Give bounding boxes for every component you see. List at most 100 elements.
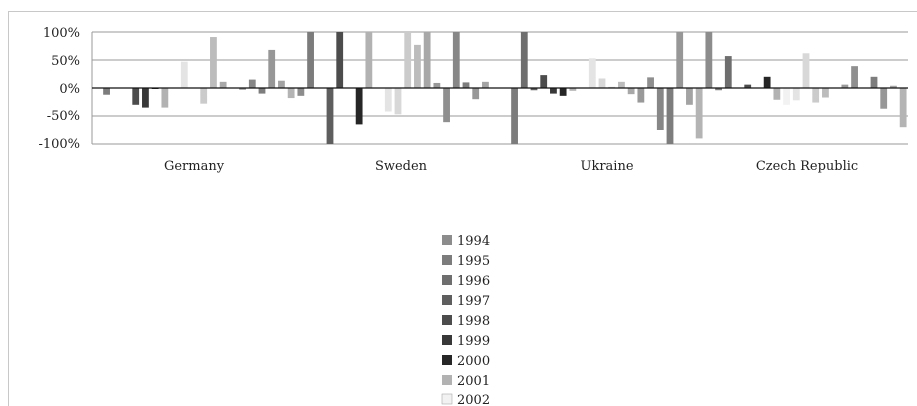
bar: [890, 85, 897, 88]
bar: [618, 81, 625, 88]
y-tick-label: 0%: [59, 82, 80, 97]
legend-label: 1997: [457, 294, 490, 309]
bar: [550, 88, 557, 94]
bar: [540, 75, 548, 88]
legend-label: 1999: [457, 334, 490, 349]
y-tick-label: 100%: [43, 26, 80, 41]
bar: [462, 82, 470, 88]
bar: [248, 79, 256, 88]
legend-label: 1998: [457, 314, 490, 329]
bar: [336, 32, 344, 88]
legend-label: 1996: [457, 274, 490, 289]
bars: [103, 32, 907, 144]
bar: [365, 32, 373, 88]
bar: [812, 88, 820, 103]
category-label: Czech Republic: [756, 159, 858, 174]
bar: [744, 84, 752, 88]
y-tick-label: -50%: [47, 109, 80, 124]
legend-swatch: [442, 335, 452, 345]
frame-top-border: [8, 11, 917, 12]
bar: [511, 88, 518, 144]
bar: [559, 88, 567, 96]
legend-label: 2000: [457, 354, 490, 369]
bar: [705, 32, 713, 88]
legend-item: 2000: [442, 354, 490, 369]
bar: [715, 88, 722, 91]
legend-swatch: [441, 393, 453, 405]
bar: [142, 88, 149, 108]
legend-item: 2002: [441, 393, 490, 406]
bar: [870, 76, 878, 88]
bar: [239, 88, 246, 90]
legend-label: 2002: [457, 393, 490, 406]
bar: [443, 88, 450, 123]
bar: [724, 56, 732, 88]
bar: [482, 81, 489, 88]
legend-item: 1994: [442, 234, 490, 249]
bar: [851, 66, 858, 88]
bar: [695, 88, 703, 139]
bar: [588, 58, 596, 88]
legend-swatch: [442, 255, 452, 265]
bar: [132, 88, 140, 105]
y-tick-label: -100%: [38, 137, 80, 152]
bar: [161, 88, 169, 108]
legend-swatch: [442, 315, 452, 325]
bar: [656, 88, 664, 130]
category-label: Sweden: [375, 159, 428, 174]
legend: 1994 1995 1996 1997 1998 1999 2000 2001 …: [441, 234, 490, 406]
bar: [637, 88, 645, 103]
bar: [598, 78, 606, 88]
bar: [666, 88, 674, 144]
bar: [287, 88, 295, 99]
bar: [841, 84, 849, 88]
legend-swatch: [442, 355, 452, 365]
legend-item: 1995: [442, 254, 490, 269]
legend-label: 1994: [457, 234, 490, 249]
bar: [326, 88, 334, 144]
bar: [530, 88, 538, 91]
bar: [899, 88, 907, 128]
bar: [200, 88, 208, 104]
legend-swatch: [442, 235, 452, 245]
bar: [773, 88, 781, 100]
category-label: Ukraine: [580, 159, 633, 174]
bar: [307, 32, 314, 88]
bar: [452, 32, 460, 88]
bar: [268, 49, 276, 88]
legend-swatch: [442, 275, 452, 285]
legend-item: 1997: [442, 294, 490, 309]
bar: [297, 88, 305, 96]
bar: [278, 80, 285, 88]
y-tick-label: 50%: [51, 54, 80, 69]
legend-item: 1998: [442, 314, 490, 329]
x-axis-categories: Germany Sweden Ukraine Czech Republic: [164, 159, 858, 174]
bar: [404, 32, 412, 88]
bar: [647, 77, 654, 88]
legend-label: 2001: [457, 374, 490, 389]
legend-swatch: [442, 375, 452, 385]
legend-item: 2001: [442, 374, 490, 389]
legend-label: 1995: [457, 254, 490, 269]
bar: [783, 88, 790, 105]
bar: [210, 37, 217, 88]
bar: [880, 88, 888, 109]
bar: [258, 88, 266, 94]
bar: [180, 61, 188, 88]
bar: [219, 81, 227, 88]
bar: [569, 88, 577, 91]
bar: [686, 88, 693, 105]
bar: [384, 88, 392, 112]
legend-item: 1999: [442, 334, 490, 349]
bar: [822, 88, 829, 98]
bar: [414, 44, 421, 88]
frame-left-border: [8, 11, 9, 406]
category-label: Germany: [164, 159, 225, 174]
legend-item: 1996: [442, 274, 490, 289]
y-axis-ticks: 100% 50% 0% -50% -100%: [38, 26, 80, 152]
bar: [676, 32, 684, 88]
legend-swatch: [442, 295, 452, 305]
bar: [433, 82, 441, 88]
